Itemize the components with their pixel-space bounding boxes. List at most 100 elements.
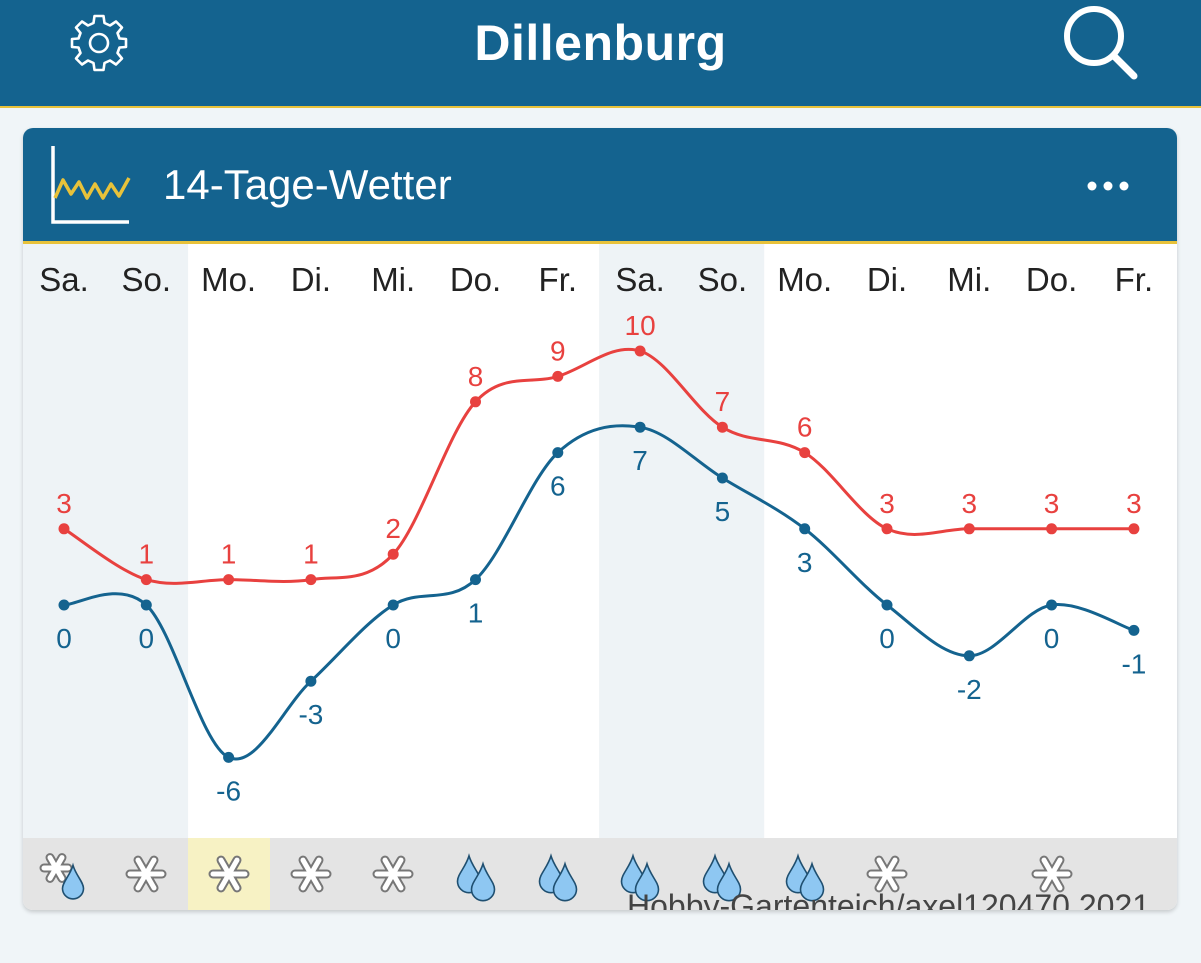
min-temp-point — [716, 472, 728, 484]
day-label: Fr. — [1115, 261, 1154, 298]
max-temp-label: 3 — [962, 488, 978, 519]
min-temp-label: 0 — [1044, 623, 1060, 654]
max-temp-point — [305, 574, 317, 586]
card-title: 14-Tage-Wetter — [163, 161, 452, 208]
weekend-shade — [599, 244, 682, 838]
weekend-shade — [105, 244, 189, 838]
max-temp-point — [716, 421, 728, 433]
weather-icon-cell[interactable] — [23, 838, 105, 910]
raindrops-icon — [620, 853, 660, 902]
max-temp-label: 3 — [1126, 488, 1142, 519]
raindrops-icon — [456, 853, 495, 902]
weather-icon-row: Hobby-Gartenteich/axel120470 2021 — [23, 838, 1177, 910]
weather-icon-cell[interactable] — [681, 838, 763, 910]
max-temp-point — [881, 523, 893, 535]
max-temp-label: 3 — [879, 488, 895, 519]
card-header: 14-Tage-Wetter — [23, 128, 1177, 244]
line-chart-icon — [51, 146, 131, 224]
max-temp-point — [552, 370, 564, 382]
raindrops-icon — [785, 853, 824, 902]
day-label: So. — [122, 261, 172, 298]
more-options-icon[interactable] — [1083, 164, 1133, 208]
weather-icon-cell[interactable] — [1011, 838, 1093, 910]
temperature-chart: Sa. So. Mo. Di. Mi. Do. Fr. Sa. So. Mo. Di. Mi. Do. F… — [23, 244, 1154, 838]
min-temp-label: 3 — [797, 547, 813, 578]
min-temp-label: 0 — [879, 623, 895, 654]
min-temp-point — [634, 421, 646, 433]
max-temp-point — [634, 345, 646, 357]
day-label: Di. — [291, 261, 331, 298]
settings-button[interactable] — [66, 12, 132, 74]
max-temp-point — [799, 447, 811, 459]
day-label: Do. — [450, 261, 501, 298]
max-temp-label: 3 — [1044, 488, 1060, 519]
day-label: Mo. — [777, 261, 832, 298]
weather-icon-cell[interactable] — [599, 838, 681, 910]
weather-icon-cell[interactable] — [270, 838, 352, 910]
max-temp-point — [223, 574, 235, 586]
snowflake-icon — [866, 855, 908, 893]
max-temp-point — [140, 574, 152, 586]
max-temp-point — [470, 396, 481, 408]
max-temp-point — [1046, 523, 1058, 535]
day-label: Di. — [867, 261, 907, 298]
weather-icon-cell[interactable] — [764, 838, 846, 910]
credit-text: Hobby-Gartenteich/axel120470 2021 — [627, 888, 1151, 910]
min-temp-label: 0 — [139, 623, 155, 654]
max-temp-label: 10 — [625, 310, 656, 341]
weekend-shade — [681, 244, 765, 838]
forecast-card: 14-Tage-Wetter Sa. So. Mo. Di. Mi. Do. Fr. Sa. S… — [23, 128, 1177, 910]
weather-icon-cell[interactable] — [435, 838, 517, 910]
max-temp-point — [387, 548, 399, 560]
min-temp-label: 0 — [385, 623, 401, 654]
day-label: Mo. — [201, 261, 256, 298]
min-temp-label: -6 — [216, 775, 241, 806]
min-temp-point — [552, 447, 564, 459]
max-temp-label: 7 — [715, 386, 731, 417]
snow-rain-icon — [39, 853, 85, 900]
max-temp-label: 1 — [303, 539, 319, 570]
min-temp-label: 6 — [550, 471, 566, 502]
min-temp-point — [799, 523, 811, 535]
day-label: Sa. — [39, 261, 89, 298]
search-button[interactable] — [1058, 2, 1140, 82]
min-temp-label: 7 — [632, 445, 648, 476]
weather-icon-cell[interactable] — [187, 838, 270, 910]
weather-icon-cell[interactable] — [105, 838, 187, 910]
min-temp-point — [881, 599, 893, 611]
min-temp-label: 1 — [468, 598, 484, 629]
min-temp-point — [223, 751, 235, 763]
min-temp-point — [1046, 599, 1058, 611]
day-label: So. — [698, 261, 748, 298]
min-temp-label: -3 — [298, 699, 323, 730]
max-temp-point — [58, 523, 70, 535]
day-label: Mi. — [947, 261, 991, 298]
min-temp-point — [140, 599, 152, 611]
max-temp-label: 3 — [56, 488, 72, 519]
max-temp-point — [963, 523, 975, 535]
min-temp-label: -1 — [1121, 648, 1146, 679]
app-header: Dillenburg — [0, 0, 1201, 108]
min-temp-point — [305, 675, 317, 687]
max-temp-label: 1 — [139, 539, 155, 570]
min-temp-point — [1128, 624, 1140, 636]
min-temp-label: 5 — [715, 496, 731, 527]
min-temp-label: -2 — [957, 674, 982, 705]
snowflake-icon — [208, 855, 250, 893]
min-temp-point — [58, 599, 70, 611]
min-temp-point — [387, 599, 399, 611]
max-temp-line — [63, 347, 1134, 585]
snowflake-icon — [372, 855, 414, 893]
gear-icon — [70, 14, 128, 72]
max-temp-label: 1 — [221, 539, 237, 570]
min-temp-point — [963, 650, 975, 662]
raindrops-icon — [703, 853, 742, 902]
weather-icon-cell[interactable] — [517, 838, 599, 910]
snowflake-icon — [125, 855, 167, 893]
weather-icon-cell[interactable] — [846, 838, 928, 910]
max-temp-point — [1128, 523, 1140, 535]
raindrops-icon — [538, 853, 578, 902]
min-temp-point — [470, 574, 481, 586]
weather-icon-cell[interactable] — [352, 838, 434, 910]
max-temp-label: 9 — [550, 335, 566, 366]
